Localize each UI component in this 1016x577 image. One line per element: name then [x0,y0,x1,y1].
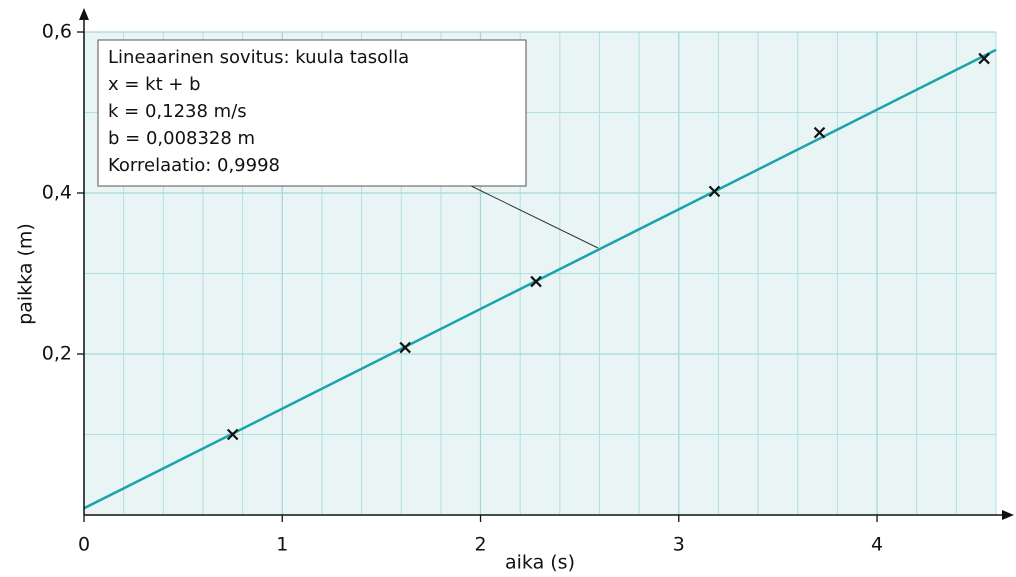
x-tick-label: 4 [871,534,883,556]
annotation-line: Korrelaatio: 0,9998 [108,155,280,176]
x-tick-label: 0 [78,534,90,556]
data-point [813,126,826,139]
data-point [978,52,990,65]
y-tick-label: 0,4 [42,182,72,204]
y-axis-label: paikka (m) [15,223,37,325]
x-axis-arrow [1002,510,1014,520]
annotation-line: b = 0,008328 m [108,128,255,149]
x-tick-label: 1 [276,534,288,556]
annotation-line: x = kt + b [108,74,201,95]
x-tick-label: 2 [474,534,486,556]
y-axis-arrow [79,8,89,20]
y-tick-label: 0,2 [42,343,72,365]
annotation-line: k = 0,1238 m/s [108,101,247,122]
annotation-leader [464,182,599,249]
data-point [530,275,542,288]
data-point [226,428,239,441]
x-axis-label: aika (s) [505,552,575,574]
annotation-line: Lineaarinen sovitus: kuula tasolla [108,47,409,68]
y-tick-label: 0,6 [42,21,72,43]
x-tick-label: 3 [673,534,685,556]
annotation-box [97,39,527,187]
data-point [399,341,411,354]
data-point [708,185,721,198]
